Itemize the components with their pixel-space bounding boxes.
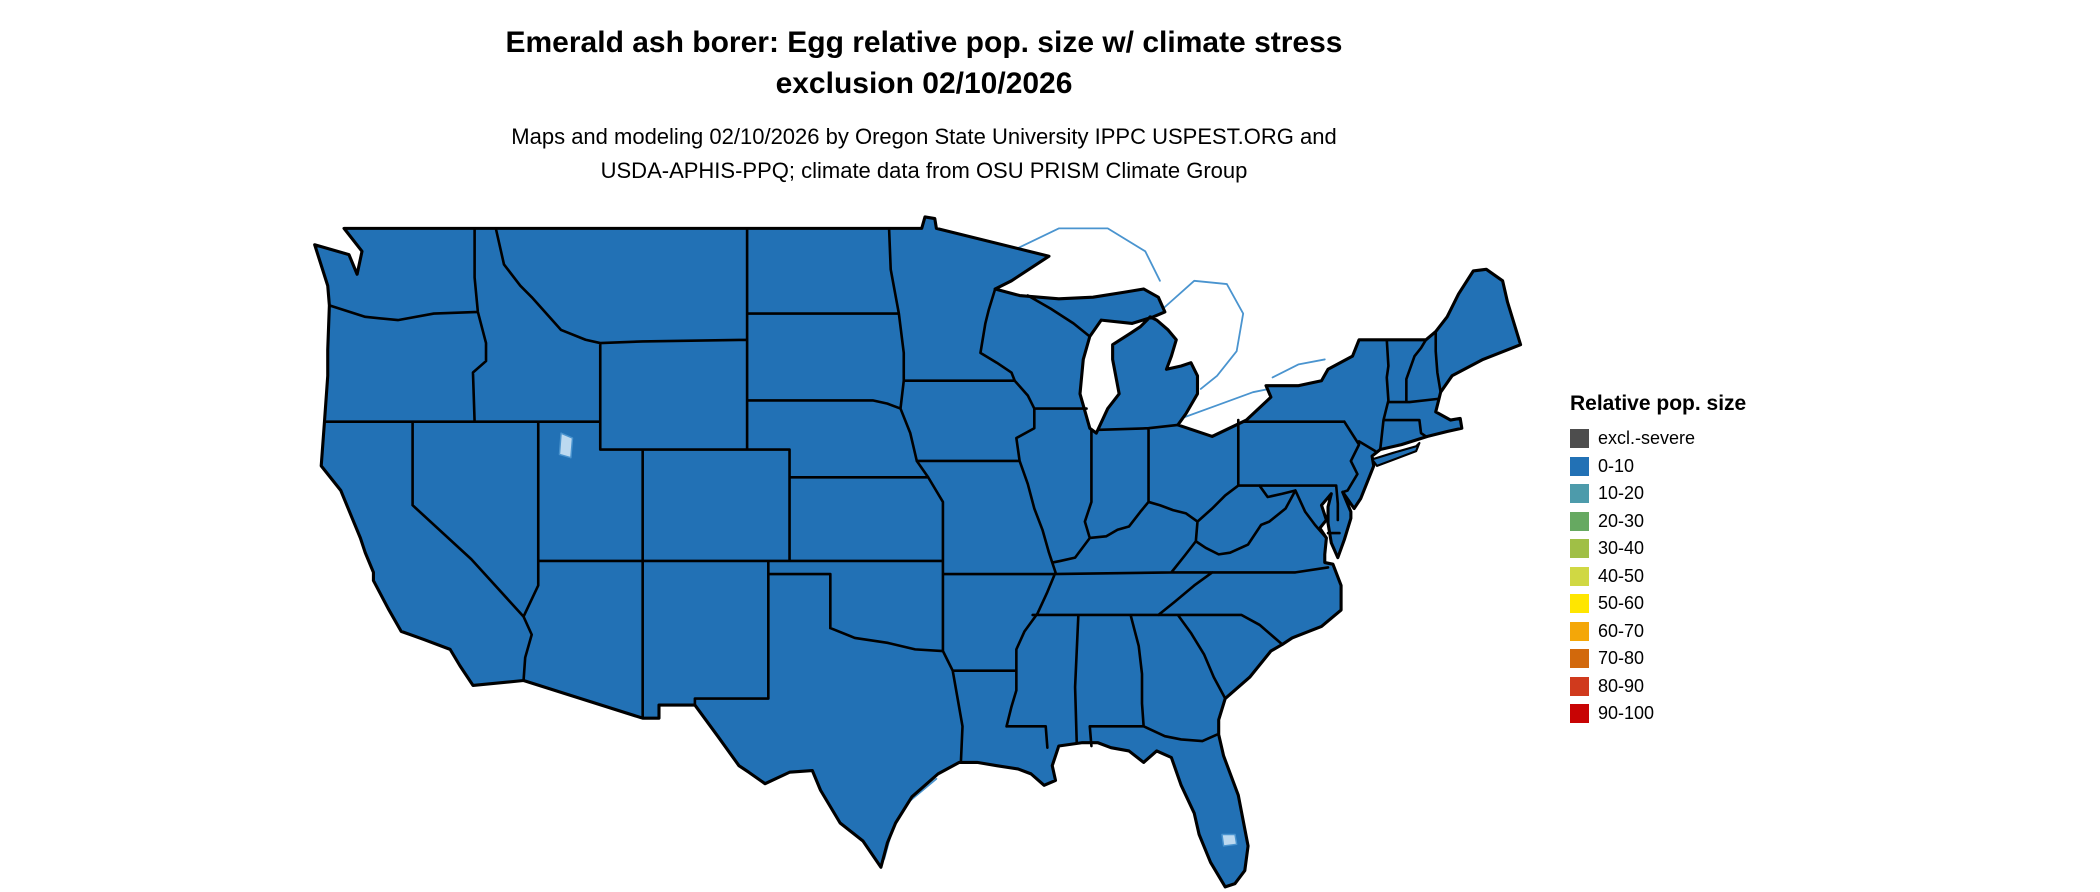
legend-item-row: 70-80	[1570, 648, 1746, 669]
legend-item-row: 80-90	[1570, 676, 1746, 697]
legend-item-label: 50-60	[1598, 593, 1645, 613]
legend-item-label: 0-10	[1598, 455, 1635, 476]
legend-color-swatch	[1570, 539, 1589, 558]
legend-item-label: 90-100	[1598, 703, 1655, 723]
page-title: Emerald ash borer: Egg relative pop. siz…	[0, 22, 1848, 104]
legend-item-label: 70-80	[1598, 648, 1645, 668]
legend-item-row: 40-50	[1570, 566, 1746, 587]
legend-item-row: 50-60	[1570, 593, 1746, 614]
inland-lakes	[558, 432, 1238, 847]
lake-okeechobee	[1221, 833, 1238, 847]
legend-color-swatch	[1570, 704, 1589, 723]
legend-item-label: 10-20	[1598, 483, 1645, 503]
legend-color-swatch	[1570, 594, 1589, 613]
legend-item-label: excl.-severe	[1598, 428, 1696, 448]
legend-item-row: 10-20	[1570, 483, 1746, 504]
legend-color-swatch	[1570, 484, 1589, 503]
lake-erie-north-shore	[1180, 388, 1271, 420]
lake-huron-east-shore	[1163, 279, 1245, 390]
us-map-container	[300, 212, 1532, 892]
legend-item-row: 60-70	[1570, 621, 1746, 642]
legend-item-row: 30-40	[1570, 538, 1746, 559]
legend-item-row: 20-30	[1570, 511, 1746, 532]
lake-ontario-north-shore	[1271, 358, 1326, 379]
page-title-line2: exclusion 02/10/2026	[775, 67, 1073, 100]
great-salt-lake	[558, 432, 574, 459]
legend-item-row: 90-100	[1570, 703, 1746, 724]
legend-item-label: 40-50	[1598, 565, 1645, 586]
legend-color-swatch	[1570, 456, 1589, 476]
state-borders	[323, 227, 1442, 764]
page-subtitle: Maps and modeling 02/10/2026 by Oregon S…	[0, 120, 1848, 188]
page-title-line1: Emerald ash borer: Egg relative pop. siz…	[505, 26, 1343, 59]
legend-item-row: 0-10	[1570, 456, 1746, 477]
legend-color-swatch	[1570, 649, 1589, 668]
legend-color-swatch	[1570, 676, 1589, 696]
map-legend: Relative pop. size excl.-severe 0-10 10-20…	[1570, 392, 1746, 731]
legend-items: excl.-severe 0-10 10-20 20-30 30-40 40-50 50-6…	[1570, 428, 1746, 724]
us-choropleth-map	[313, 215, 1523, 889]
us-landmass	[313, 215, 1523, 889]
page-subtitle-line2: USDA-APHIS-PPQ; climate data from OSU PR…	[600, 158, 1248, 183]
legend-item-label: 80-90	[1598, 675, 1645, 696]
legend-color-swatch	[1570, 511, 1589, 531]
lake-superior-north-shore	[1017, 227, 1161, 282]
page-subtitle-line1: Maps and modeling 02/10/2026 by Oregon S…	[511, 124, 1337, 149]
legend-item-label: 20-30	[1598, 510, 1645, 531]
legend-item-label: 60-70	[1598, 620, 1645, 641]
legend-item-row: excl.-severe	[1570, 428, 1746, 449]
legend-color-swatch	[1570, 621, 1589, 641]
long-island	[1371, 441, 1421, 467]
legend-color-swatch	[1570, 429, 1589, 448]
legend-title: Relative pop. size	[1570, 392, 1747, 415]
legend-color-swatch	[1570, 566, 1589, 586]
legend-item-label: 30-40	[1598, 538, 1645, 558]
